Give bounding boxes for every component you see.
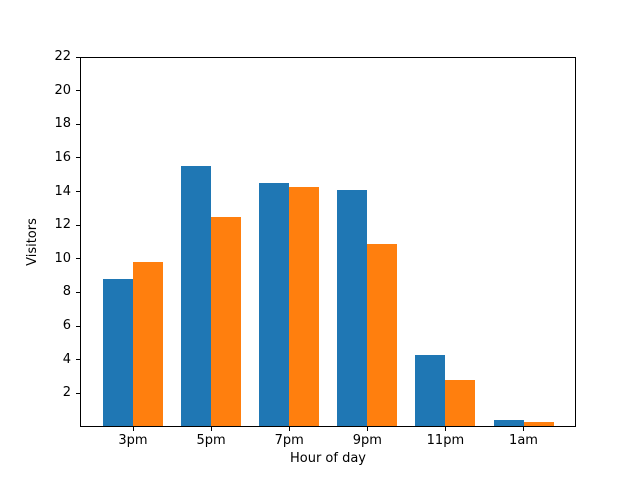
bar-9pm-orange [367,243,398,427]
y-tick-label: 8 [62,284,71,300]
x-tick-label-9pm: 9pm [352,433,382,448]
y-tick-mark [76,258,80,260]
bar-3pm-blue [103,279,133,427]
bar-5pm-blue [181,166,212,427]
y-tick-label: 10 [54,250,71,266]
y-tick-label: 18 [54,116,71,132]
y-tick-label: 2 [62,385,71,401]
y-tick-mark [76,224,80,226]
bar-7pm-blue [259,183,290,427]
y-axis-label: Visitors [25,218,40,266]
y-tick-label: 4 [62,351,71,367]
bar-11pm-blue [415,354,446,427]
x-tick-mark [444,427,446,431]
y-tick-label: 20 [54,82,71,98]
x-tick-mark [210,427,212,431]
y-tick-mark [76,157,80,159]
x-tick-mark [132,427,134,431]
y-tick-mark [76,291,80,293]
bar-1am-blue [493,420,524,427]
y-tick-mark [76,392,80,394]
y-tick-label: 12 [54,217,71,233]
bar-9pm-blue [337,189,368,427]
y-tick-mark [76,90,80,92]
bar-11pm-orange [445,379,476,427]
x-tick-label-7pm: 7pm [274,433,304,448]
y-tick-label: 16 [54,149,71,165]
x-tick-label-11pm: 11pm [426,433,465,448]
bar-5pm-orange [211,216,242,427]
y-tick-label: 22 [54,49,71,64]
y-tick-label: 14 [54,183,71,199]
x-tick-mark [366,427,368,431]
y-tick-mark [76,359,80,361]
bar-1am-orange [523,421,554,427]
y-tick-mark [76,123,80,125]
y-tick-label: 6 [62,318,71,334]
x-tick-label-3pm: 3pm [118,433,148,448]
y-tick-mark [76,56,80,58]
x-axis-label: Hour of day [289,451,367,466]
x-tick-label-5pm: 5pm [196,433,226,448]
bar-7pm-orange [289,186,320,427]
x-tick-mark [288,427,290,431]
bar-3pm-orange [133,262,163,427]
y-tick-mark [76,325,80,327]
x-tick-label-1am: 1am [509,433,538,448]
x-tick-mark [523,427,524,431]
y-tick-mark [76,191,80,193]
